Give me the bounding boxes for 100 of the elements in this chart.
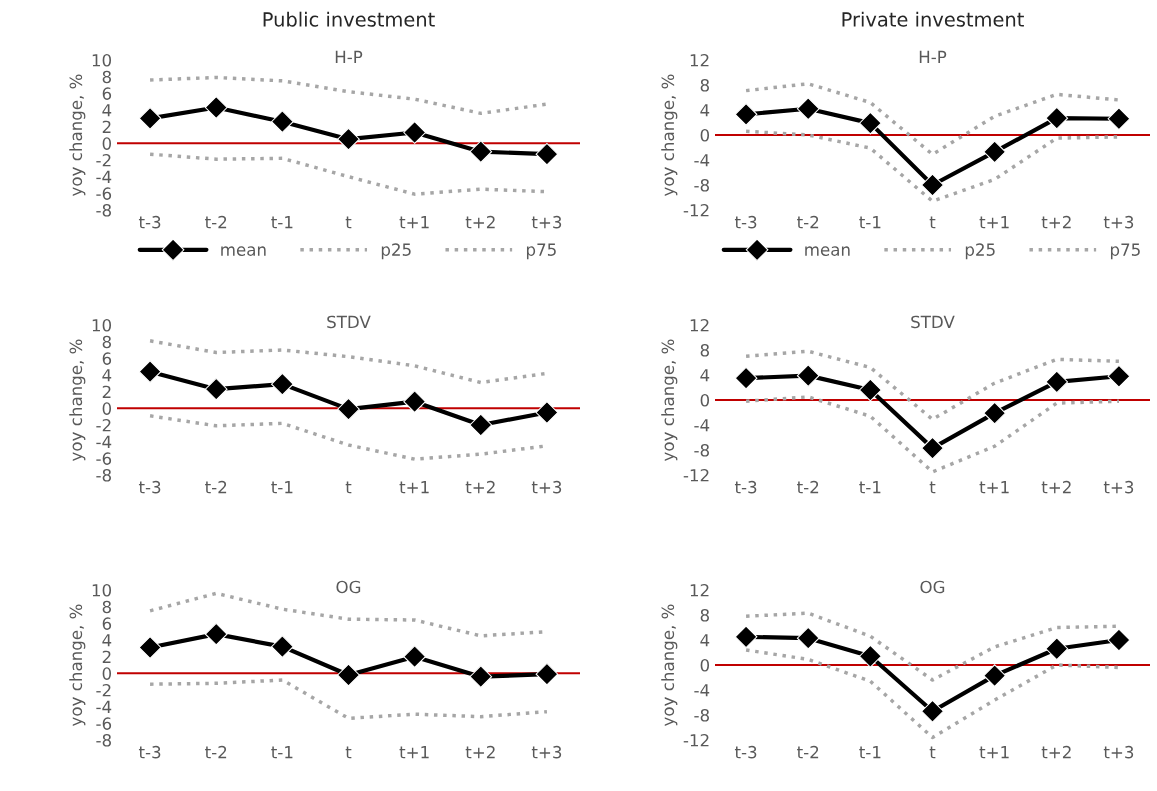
point bbox=[337, 663, 360, 687]
y-tick-label: 8 bbox=[700, 78, 709, 92]
y-tick-label: 0 bbox=[700, 658, 710, 672]
y-tick-label: 10 bbox=[92, 583, 112, 597]
y-axis-title: yoy change, % bbox=[661, 74, 678, 196]
x-tick-label: t+1 bbox=[979, 481, 1009, 494]
y-tick-label: -8 bbox=[96, 203, 111, 217]
x-tick-label: t-3 bbox=[138, 215, 161, 229]
text: Public investment bbox=[263, 11, 435, 27]
point bbox=[271, 372, 294, 396]
point bbox=[337, 127, 360, 151]
legend-label: p75 bbox=[1110, 243, 1140, 260]
point bbox=[138, 636, 162, 659]
legend-label: mean bbox=[221, 246, 266, 256]
x-tick-label: t-3 bbox=[138, 745, 161, 759]
x-tick-label: t-3 bbox=[734, 745, 757, 759]
y-tick-label: -8 bbox=[694, 443, 709, 457]
y-tick-label: -6 bbox=[96, 717, 112, 730]
point bbox=[138, 360, 162, 383]
point bbox=[403, 121, 426, 144]
chart-title: OG bbox=[336, 580, 361, 594]
point bbox=[469, 413, 493, 437]
x-tick-label: t+3 bbox=[531, 745, 562, 759]
y-tick-label: 4 bbox=[102, 634, 112, 647]
point bbox=[469, 665, 493, 688]
point bbox=[859, 111, 882, 135]
x-tick-label: t-1 bbox=[271, 481, 293, 494]
line-series bbox=[148, 678, 549, 721]
point bbox=[535, 401, 559, 424]
point bbox=[1107, 107, 1131, 131]
x-tick-label: t-2 bbox=[797, 215, 819, 229]
chart-title: STDV bbox=[911, 315, 955, 329]
point bbox=[796, 364, 820, 387]
point bbox=[734, 625, 758, 649]
y-tick-label: 0 bbox=[102, 667, 112, 680]
y-axis-title: yoy change, % bbox=[69, 74, 86, 196]
y-tick-label: -4 bbox=[96, 170, 112, 183]
point bbox=[921, 173, 944, 197]
point bbox=[734, 366, 758, 390]
point bbox=[403, 390, 426, 413]
point bbox=[796, 97, 820, 121]
x-tick-label: t bbox=[929, 216, 936, 229]
line-series bbox=[744, 349, 1121, 422]
x-tick-label: t+2 bbox=[1041, 745, 1071, 759]
y-tick-label: -6 bbox=[96, 187, 112, 200]
chart-title: OG bbox=[920, 580, 945, 594]
point bbox=[204, 377, 228, 401]
y-tick-label: -2 bbox=[96, 418, 111, 432]
x-tick-label: t+2 bbox=[465, 215, 495, 229]
y-tick-label: -2 bbox=[96, 683, 111, 697]
point bbox=[337, 397, 360, 421]
x-tick-label: t-2 bbox=[797, 480, 819, 494]
y-tick-label: -4 bbox=[694, 154, 710, 167]
y-tick-label: 0 bbox=[102, 137, 112, 150]
y-tick-label: 6 bbox=[102, 352, 112, 365]
y-tick-label: 10 bbox=[92, 53, 112, 67]
x-tick-label: t-2 bbox=[205, 480, 227, 494]
y-tick-label: 2 bbox=[102, 650, 111, 663]
point bbox=[921, 699, 944, 723]
y-tick-label: -12 bbox=[683, 468, 709, 482]
x-tick-label: t+1 bbox=[399, 481, 429, 494]
x-tick-label: t-3 bbox=[734, 480, 757, 494]
y-tick-label: -12 bbox=[683, 203, 709, 217]
line-series bbox=[744, 395, 1121, 474]
y-tick-label: 8 bbox=[102, 335, 111, 349]
x-tick-label: t bbox=[345, 481, 352, 494]
x-tick-label: t bbox=[929, 481, 936, 494]
point bbox=[921, 436, 944, 460]
y-tick-label: -4 bbox=[694, 419, 710, 432]
y-axis-title: yoy change, % bbox=[661, 604, 678, 726]
y-tick-label: 8 bbox=[700, 608, 709, 622]
chart-title: H-P bbox=[335, 50, 363, 63]
point bbox=[138, 107, 162, 130]
y-tick-label: 6 bbox=[102, 617, 112, 630]
point bbox=[403, 645, 426, 668]
x-tick-label: t-2 bbox=[797, 745, 819, 759]
point bbox=[1107, 628, 1131, 652]
x-tick-label: t bbox=[929, 746, 936, 759]
x-tick-label: t+3 bbox=[1103, 480, 1134, 494]
point bbox=[204, 622, 228, 646]
y-tick-label: 12 bbox=[690, 53, 709, 67]
x-tick-label: t+3 bbox=[531, 480, 562, 494]
y-tick-label: -12 bbox=[683, 733, 709, 747]
y-tick-label: 8 bbox=[102, 70, 111, 84]
y-tick-label: 6 bbox=[102, 87, 112, 100]
x-tick-label: t-1 bbox=[271, 216, 293, 229]
y-tick-label: -4 bbox=[694, 684, 710, 697]
point bbox=[535, 662, 559, 686]
legend-label: p25 bbox=[965, 243, 995, 260]
y-tick-label: 4 bbox=[700, 634, 710, 647]
point bbox=[734, 103, 758, 126]
point bbox=[271, 110, 294, 133]
y-tick-label: 8 bbox=[700, 343, 709, 357]
y-tick-label: -8 bbox=[96, 468, 111, 482]
y-tick-label: 0 bbox=[700, 128, 710, 142]
y-axis-title: yoy change, % bbox=[661, 339, 678, 461]
legend-label: p75 bbox=[526, 243, 556, 260]
x-tick-label: t bbox=[345, 216, 352, 229]
x-tick-label: t+3 bbox=[1103, 745, 1134, 759]
y-tick-label: 12 bbox=[690, 318, 709, 332]
